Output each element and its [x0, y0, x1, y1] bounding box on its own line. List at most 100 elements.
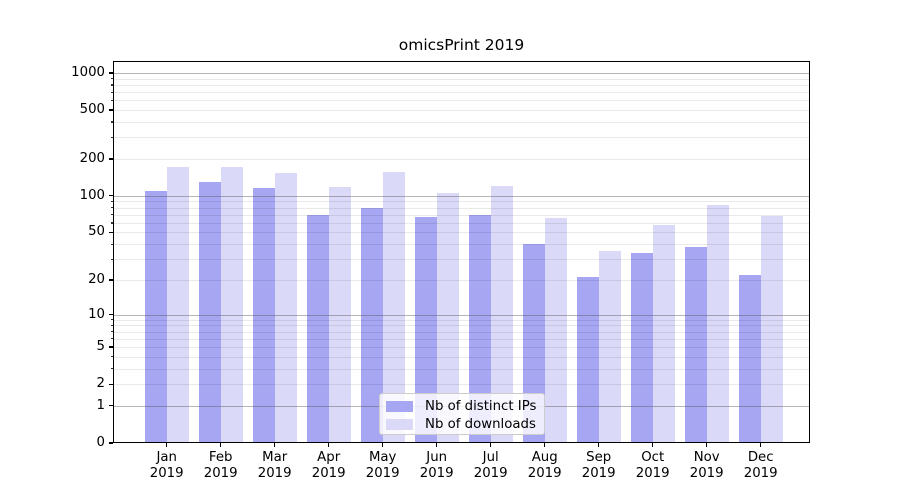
- x-tick-mark-aug: [544, 443, 546, 447]
- y-tick-label-200: 200: [79, 150, 105, 166]
- bar-distinct-ips-jul: [468, 215, 491, 443]
- y-tick-mark-1: [108, 405, 113, 407]
- legend-entry-distinct-ips: Nb of distinct IPs: [386, 398, 536, 415]
- x-tick-mark-sep: [598, 443, 600, 447]
- bar-downloads-aug: [544, 217, 567, 443]
- minor-gridline-50: [113, 232, 810, 234]
- x-tick-mark-oct: [652, 443, 654, 447]
- y-minor-tick-mark-30: [110, 258, 113, 260]
- x-tick-mark-jul: [490, 443, 492, 447]
- minor-gridline-4: [113, 356, 810, 358]
- y-minor-tick-mark-90: [110, 200, 113, 203]
- y-tick-mark-5: [108, 346, 113, 348]
- y-minor-tick-mark-900: [110, 78, 113, 80]
- y-minor-tick-mark-4: [110, 356, 113, 358]
- bar-downloads-jun: [436, 192, 459, 443]
- bar-downloads-dec: [760, 216, 783, 443]
- x-tick-label-mar: Mar 2019: [257, 450, 292, 481]
- x-tick-label-feb: Feb 2019: [203, 450, 238, 481]
- minor-gridline-40: [113, 244, 810, 246]
- y-tick-mark-10: [108, 313, 113, 316]
- minor-gridline-30: [113, 259, 810, 261]
- x-tick-label-jun: Jun 2019: [419, 450, 454, 481]
- y-tick-label-500: 500: [79, 102, 105, 118]
- y-tick-label-1: 1: [96, 397, 105, 413]
- y-tick-mark-200: [108, 158, 113, 160]
- legend: Nb of distinct IPs Nb of downloads: [379, 393, 545, 435]
- major-gridline-10: [113, 314, 810, 316]
- y-tick-mark-2: [108, 383, 113, 385]
- minor-gridline-600: [113, 100, 810, 102]
- legend-swatch-downloads: [386, 419, 413, 431]
- bar-downloads-sep: [598, 251, 621, 443]
- legend-entry-downloads: Nb of downloads: [386, 416, 536, 433]
- y-minor-tick-mark-9: [110, 319, 113, 321]
- legend-label-downloads: Nb of downloads: [425, 417, 536, 433]
- y-tick-mark-500: [108, 109, 113, 111]
- major-gridline-1000: [113, 73, 810, 74]
- y-minor-tick-mark-800: [110, 84, 113, 86]
- y-minor-tick-mark-70: [110, 214, 113, 216]
- minor-gridline-800: [113, 84, 810, 86]
- bar-downloads-mar: [274, 172, 297, 443]
- minor-gridline-20: [113, 279, 810, 281]
- y-tick-label-2: 2: [96, 376, 105, 392]
- x-tick-mark-dec: [760, 443, 762, 447]
- y-tick-label-20: 20: [88, 271, 105, 287]
- y-tick-label-100: 100: [79, 187, 105, 203]
- y-minor-tick-mark-3: [110, 368, 113, 370]
- minor-gridline-3: [113, 368, 810, 370]
- y-tick-mark-50: [108, 231, 113, 234]
- x-tick-label-sep: Sep 2019: [581, 450, 616, 481]
- legend-swatch-distinct-ips: [386, 400, 413, 412]
- y-minor-tick-mark-40: [110, 243, 113, 245]
- y-tick-mark-100: [108, 195, 113, 197]
- y-minor-tick-mark-600: [110, 99, 113, 101]
- x-tick-label-jan: Jan 2019: [149, 450, 184, 481]
- bar-distinct-ips-nov: [684, 246, 707, 443]
- bar-distinct-ips-oct: [630, 252, 653, 443]
- bar-distinct-ips-sep: [576, 277, 599, 443]
- x-tick-mark-nov: [706, 443, 708, 447]
- minor-gridline-400: [113, 121, 810, 123]
- x-tick-mark-jun: [436, 443, 438, 447]
- x-tick-mark-jan: [166, 443, 168, 447]
- x-tick-mark-may: [382, 443, 384, 447]
- y-tick-label-10: 10: [88, 306, 105, 322]
- y-tick-mark-20: [108, 279, 113, 281]
- y-tick-label-5: 5: [96, 339, 105, 355]
- bar-distinct-ips-apr: [306, 214, 329, 443]
- bar-downloads-may: [382, 171, 405, 443]
- y-tick-mark-1000: [108, 72, 113, 74]
- minor-gridline-300: [113, 137, 810, 139]
- minor-gridline-2: [113, 384, 810, 386]
- chart-title: omicsPrint 2019: [398, 36, 525, 54]
- minor-gridline-900: [113, 78, 810, 80]
- y-tick-label-50: 50: [88, 224, 105, 240]
- x-tick-label-may: May 2019: [365, 450, 400, 481]
- bar-downloads-apr: [328, 187, 351, 443]
- minor-gridline-700: [113, 92, 810, 94]
- minor-gridline-9: [113, 319, 810, 321]
- legend-label-distinct-ips: Nb of distinct IPs: [425, 398, 537, 414]
- y-minor-tick-mark-300: [110, 136, 113, 139]
- minor-gridline-500: [113, 110, 810, 112]
- x-tick-label-oct: Oct 2019: [635, 450, 670, 481]
- x-tick-mark-apr: [328, 443, 330, 447]
- bar-downloads-jul: [490, 186, 513, 443]
- bar-downloads-jan: [166, 167, 189, 443]
- y-tick-label-0: 0: [96, 435, 105, 450]
- minor-gridline-80: [113, 207, 810, 209]
- bar-downloads-feb: [220, 166, 243, 443]
- minor-gridline-7: [113, 331, 810, 333]
- bar-downloads-nov: [706, 205, 729, 443]
- y-minor-tick-mark-700: [110, 91, 113, 93]
- y-minor-tick-mark-400: [110, 121, 113, 123]
- minor-gridline-200: [113, 158, 810, 160]
- bar-distinct-ips-dec: [738, 275, 761, 443]
- bar-downloads-oct: [652, 224, 675, 443]
- bar-distinct-ips-jan: [144, 190, 167, 443]
- y-minor-tick-mark-60: [110, 222, 113, 224]
- y-tick-mark-0: [108, 442, 113, 444]
